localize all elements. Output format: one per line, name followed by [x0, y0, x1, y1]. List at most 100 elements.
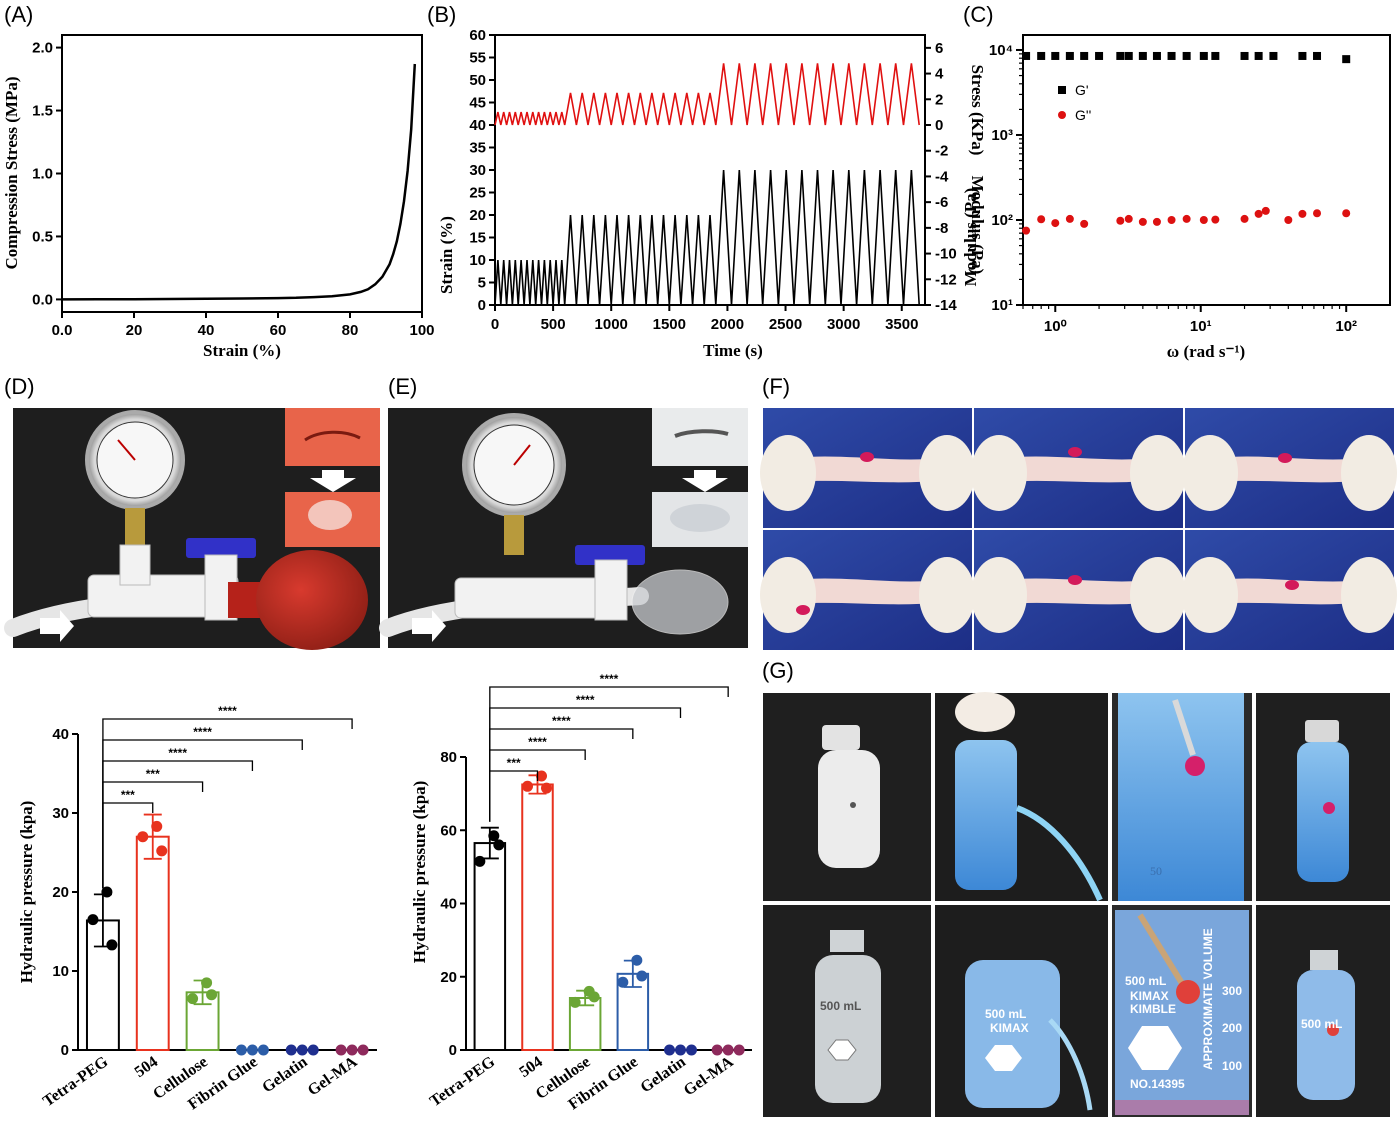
- photo-e-arrow-icon: [412, 610, 446, 642]
- bar-e-sig-bracket: [489, 728, 634, 822]
- chart-a-frame: [61, 34, 423, 313]
- bar-e-ytick-label: 40: [440, 896, 457, 913]
- chart-c-gpp-point: [1211, 215, 1220, 224]
- bar-e-data-point: [541, 782, 552, 794]
- bar-e-sig-label: ****: [600, 672, 619, 686]
- chart-c-gpp-point: [1051, 219, 1060, 228]
- chart-b-ytick-left-label: 50: [469, 72, 486, 89]
- panel-label-e: (E): [388, 374, 417, 399]
- chart-b-xtick-label: 3000: [827, 316, 860, 333]
- photo-g6-glass-bottle: [965, 960, 1060, 1108]
- chart-b-ytick-left-label: 10: [469, 252, 486, 269]
- photo-e-gauge-needle: [513, 444, 531, 466]
- chart-c-legend-gpp: G'': [1075, 107, 1091, 123]
- chart-b-ytick-right-label: 4: [935, 66, 944, 83]
- photo-g7-spatula: [1137, 913, 1186, 987]
- chart-c-ytick-label: 10³: [991, 127, 1013, 144]
- photo-g8-volume: 500 mL: [1301, 1017, 1342, 1031]
- bar-e-data-point: [493, 839, 505, 851]
- chart-c-gp-point: [1124, 51, 1133, 60]
- chart-c-gp-point: [1022, 51, 1031, 60]
- photo-g3-spatula: [1172, 699, 1196, 756]
- bar-e-ylabel: Hydraulic pressure (kpa): [410, 781, 429, 964]
- chart-a-ytick-label: 0.0: [32, 291, 53, 308]
- photo-g4-cap: [1305, 720, 1339, 742]
- photo-e-inset-before: [652, 408, 748, 466]
- photo-g7-brand-1: KIMAX: [1130, 989, 1169, 1003]
- bar-d-sig-label: ***: [121, 788, 135, 802]
- photo-e-tee-fitting: [454, 577, 616, 619]
- panel-label-d: (D): [4, 374, 35, 399]
- bar-d-ytick-label: 40: [52, 726, 69, 743]
- photo-f-glove-left: [760, 557, 816, 633]
- chart-c-gp-point: [1095, 51, 1104, 60]
- photo-g7-catalog: NO.14395: [1130, 1077, 1185, 1091]
- bar-e-sig-label: ****: [576, 693, 595, 707]
- bar-d-bar: [135, 835, 170, 1052]
- chart-c-gp-point: [1138, 51, 1147, 60]
- chart-b-ytick-right-label: -12: [935, 271, 957, 288]
- photo-g7-hydrogel: [1176, 980, 1200, 1004]
- photo-f-red-spot: [1068, 447, 1082, 457]
- bar-e-data-point: [733, 1044, 745, 1056]
- photo-g3-hydrogel: [1185, 756, 1205, 776]
- bar-e-ytick-label: 20: [440, 969, 457, 986]
- photo-g8-sealed-spot: [1327, 1024, 1339, 1036]
- bar-e-category-label: Tetra-PEG: [427, 1053, 499, 1110]
- chart-c-gp-point: [1051, 51, 1060, 60]
- chart-a-curve: [61, 63, 417, 301]
- chart-a-ticks: 0.0 20 40 60 80 100 0.0 0.5 1.0 1.5 2.0: [32, 40, 434, 339]
- bar-e-data-point: [675, 1044, 686, 1056]
- chart-b-ytick-left-label: 60: [469, 27, 486, 44]
- bar-e-data-point: [617, 976, 629, 988]
- chart-b-ytick-left-label: 55: [469, 50, 486, 67]
- bar-d-ytick-label: 0: [61, 1042, 69, 1059]
- chart-a-ytick-label: 1.5: [32, 103, 53, 120]
- chart-a-ylabel: Compression Stress (MPa): [2, 77, 21, 270]
- bar-d-ytick-label: 20: [52, 884, 69, 901]
- chart-c-gp-point: [1254, 51, 1263, 60]
- photo-g6-hexagon-label: [985, 1045, 1022, 1071]
- bar-d-data-point: [335, 1044, 347, 1056]
- photo-g7-approx-volume: APPROXIMATE VOLUME: [1201, 928, 1215, 1070]
- photo-g1-plastic-bottle: [818, 750, 880, 868]
- chart-c-gp-point: [1037, 51, 1046, 60]
- bar-e-data-point: [474, 855, 486, 867]
- chart-c-gp-point: [1182, 51, 1191, 60]
- chart-c-gp-point: [1240, 51, 1249, 60]
- photo-f-tissue-strip: [793, 456, 942, 483]
- chart-c-gpp-point: [1022, 226, 1031, 235]
- chart-b-ytick-left-label: 35: [469, 140, 486, 157]
- chart-c-xlabel: ω (rad s⁻¹): [1167, 342, 1245, 361]
- chart-b-xtick-label: 2500: [769, 316, 802, 333]
- photo-f-glove-right: [919, 557, 975, 633]
- chart-c-xtick-label: 10⁰: [1044, 318, 1067, 335]
- bar-d-ytick-label: 10: [52, 963, 69, 980]
- chart-c-gp-point: [1211, 51, 1220, 60]
- photo-g8-neck: [1310, 950, 1338, 970]
- chart-c-gp-point: [1342, 55, 1351, 64]
- bar-d-sig-bracket: [102, 802, 154, 889]
- chart-a-xtick-label: 40: [198, 322, 215, 339]
- chart-a-xlabel: Strain (%): [203, 341, 281, 360]
- chart-c-gp-point: [1116, 51, 1125, 60]
- bar-e-ytick-label: 60: [440, 822, 457, 839]
- bar-d-sig-label: ****: [168, 746, 187, 760]
- chart-b-ylabel-right-top: Stress (KPa): [968, 65, 987, 156]
- photo-f-tissue-strip: [1004, 578, 1153, 605]
- bar-d-data-point: [206, 989, 218, 1001]
- photo-d-tee-stem: [119, 544, 151, 586]
- chart-b-ytick-right-label: 6: [935, 40, 943, 57]
- chart-b-strain-line: [494, 169, 920, 306]
- bar-e-data-point: [664, 1044, 675, 1056]
- photo-g7-pink-base: [1115, 1100, 1249, 1115]
- chart-a-xtick-label: 20: [126, 322, 143, 339]
- chart-b-xtick-label: 0: [491, 316, 499, 333]
- chart-b-ytick-left-label: 0: [478, 297, 486, 314]
- bar-e-sig-bracket: [489, 770, 539, 822]
- chart-c-gp-point: [1313, 51, 1322, 60]
- chart-c-frame: [1022, 34, 1391, 306]
- chart-b-ytick-right-label: -2: [935, 143, 948, 160]
- photo-g4-sealed-spot: [1323, 802, 1335, 814]
- photo-f-glove-left: [971, 435, 1027, 511]
